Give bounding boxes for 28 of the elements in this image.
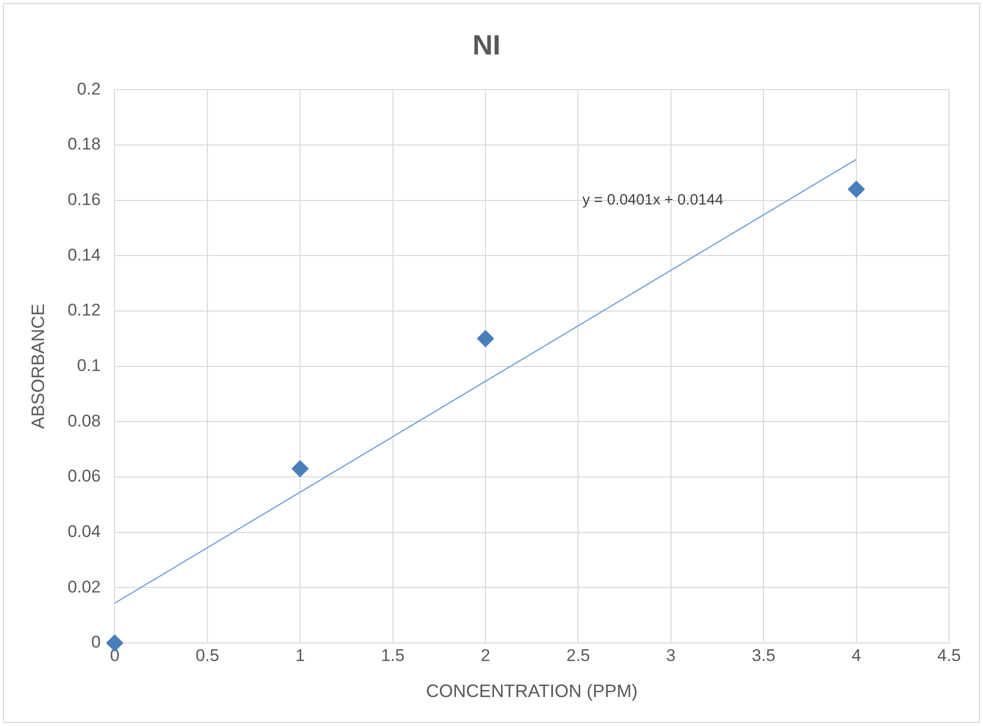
y-tick-label: 0.08 bbox=[68, 411, 101, 430]
y-tick-label: 0.06 bbox=[68, 466, 101, 486]
x-tick-label: 1.5 bbox=[380, 646, 405, 665]
x-tick-label: 4 bbox=[852, 646, 862, 665]
y-tick-label: 0.1 bbox=[77, 356, 101, 375]
annotation: y = 0.0401x + 0.0144 bbox=[582, 191, 724, 208]
y-tick-label: 0.12 bbox=[68, 300, 101, 320]
x-tick-label: 1 bbox=[295, 646, 305, 665]
point bbox=[292, 460, 309, 478]
y-tick-label: 0.18 bbox=[68, 134, 101, 154]
y-tick-label: 0.14 bbox=[68, 245, 101, 264]
y-tick-label: 0.2 bbox=[77, 79, 101, 98]
y-axis-title: ABSORBANCE bbox=[28, 304, 48, 429]
y-tick-label: 0.04 bbox=[68, 522, 101, 542]
x-tick-label: 4.5 bbox=[937, 646, 961, 665]
x-axis-title: CONCENTRATION (PPM) bbox=[426, 681, 638, 702]
y-tick-label: 0.16 bbox=[68, 190, 101, 209]
chart-title: NI bbox=[472, 30, 500, 61]
y-tick-label: 0.02 bbox=[68, 577, 101, 596]
x-tick-label: 3 bbox=[666, 646, 676, 665]
y-tick-label: 0 bbox=[91, 632, 101, 652]
x-tick-label: 2.5 bbox=[566, 646, 590, 665]
point bbox=[476, 330, 494, 348]
point bbox=[848, 180, 865, 198]
point bbox=[106, 634, 124, 652]
x-tick-label: 2 bbox=[480, 646, 490, 665]
x-tick-label: 0.5 bbox=[196, 646, 220, 665]
x-tick-label: 3.5 bbox=[752, 646, 776, 665]
